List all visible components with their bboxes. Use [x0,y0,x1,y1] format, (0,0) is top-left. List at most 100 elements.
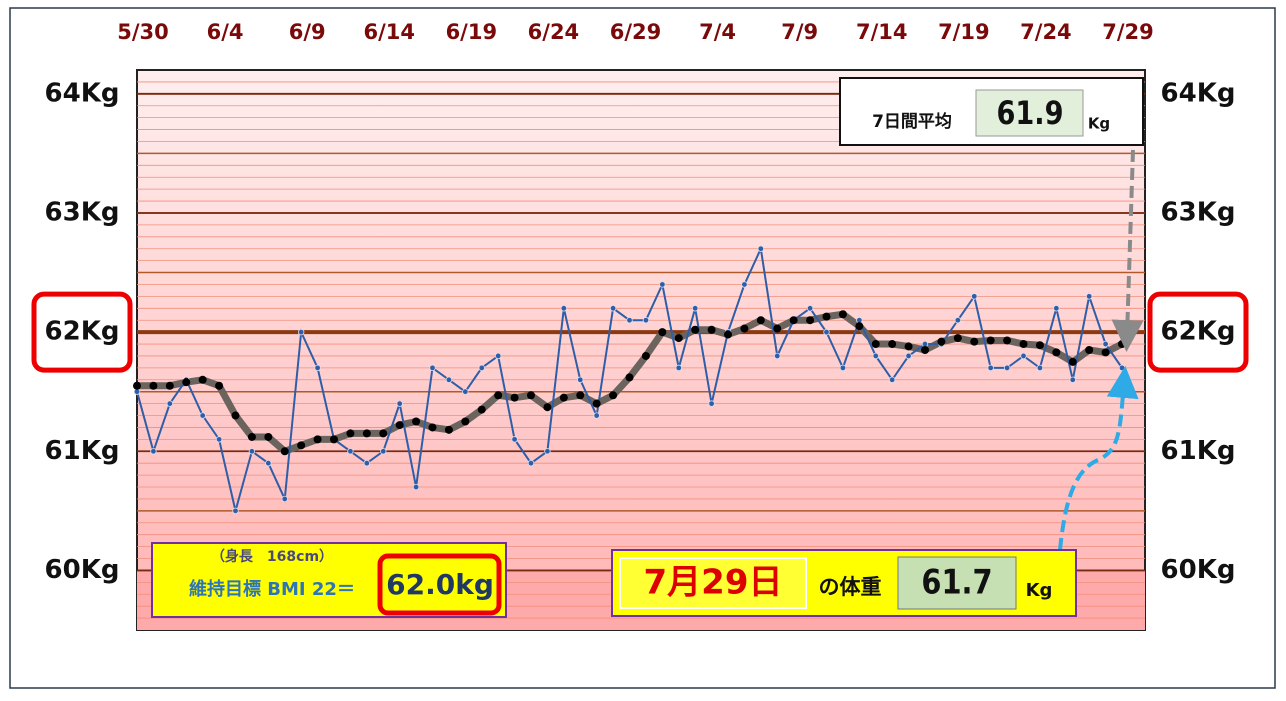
average-point [822,312,831,321]
average-point [674,334,683,343]
weight-point [166,400,174,407]
plot-area [136,69,1146,631]
average-point [264,432,273,441]
average-point [576,391,585,400]
weight-point [626,317,633,324]
x-tick-label: 6/29 [610,20,662,44]
weight-point [757,245,765,252]
target-note: （身長 168cm） [211,548,333,565]
highlight-box [1147,291,1249,373]
average-point [198,375,207,384]
average-point [543,403,552,412]
y-tick-label: 61Kg [45,436,120,466]
x-tick-label: 5/30 [117,20,169,44]
average-point [1003,336,1012,345]
weight-point [347,448,354,455]
weight-point [363,459,371,467]
average-point [740,324,749,333]
average-point [527,391,535,400]
weight-point [215,436,223,443]
average-point [412,417,421,426]
average-point [838,310,847,319]
average-point [444,425,453,434]
highlight-box [31,291,133,373]
arrow [1058,365,1139,551]
y2-tick-label: 61Kg [1161,436,1236,466]
weight-point [1053,305,1060,312]
average-point [477,405,486,414]
weight-point [248,448,256,455]
x-tick-label: 6/4 [207,20,244,44]
average-point [165,381,174,390]
weight-point [527,459,535,467]
y-tick-label: 62Kg [45,317,120,347]
today-unit: Kg [1026,580,1053,601]
weight-point [544,448,551,455]
weight-point [462,388,469,395]
average-point [1085,346,1094,354]
average-point [658,328,667,337]
weight-point [314,364,321,372]
weight-point [380,448,387,455]
average-point [707,325,716,334]
weight-point [1102,340,1109,348]
x-tick-label: 6/19 [446,20,498,44]
weight-point [281,495,288,503]
weight-point [708,400,715,407]
average-value: 61.9 [996,95,1063,133]
weight-point [741,281,748,288]
average-label: 7日間平均 [872,111,952,132]
average-point [247,432,256,441]
weight-point [839,364,847,372]
average-point [691,325,700,334]
weight-point [445,376,453,383]
weight-point [1003,364,1011,372]
today-label: の体重 [819,575,882,599]
weight-point [823,328,830,336]
average-unit: Kg [1088,115,1110,133]
y2-tick-label: 63Kg [1161,197,1236,227]
y-tick-label: 64Kg [45,78,120,108]
weight-point [609,305,617,312]
weight-point [1020,352,1027,360]
weight-point [593,412,600,419]
average-point [888,340,897,349]
average-point [855,322,864,331]
average-point [773,324,782,333]
average-point [1101,348,1110,357]
weight-point [872,352,879,360]
weight-point [396,400,403,407]
average-value-box [975,89,1084,137]
average-point [1052,348,1061,357]
average-point [970,337,979,346]
average-point [625,373,634,382]
average-point [461,417,470,426]
weight-point [1036,364,1044,372]
average-point [641,351,650,360]
weight-point [265,459,272,467]
target-value: 62.0kg [386,568,494,601]
today-value: 61.7 [921,564,992,603]
weight-point [1069,376,1076,383]
y2-tick-label: 64Kg [1161,78,1236,108]
average-point [921,346,929,354]
y2-tick-label: 60Kg [1161,555,1236,585]
weight-point [659,281,666,288]
weight-point [429,364,436,372]
average-point [231,411,240,420]
x-tick-label: 6/9 [289,20,326,44]
average-point [806,316,815,325]
average-point [330,435,338,444]
average-point [986,336,995,345]
weight-point [987,364,994,372]
arrow [1111,149,1144,353]
target-value-box [377,553,502,616]
weight-point [478,364,485,372]
weight-point [199,412,206,419]
weight-point [806,305,814,312]
average-point [313,435,322,444]
x-tick-label: 7/14 [856,20,908,44]
average-point [1068,357,1077,366]
weight-point [412,483,420,491]
